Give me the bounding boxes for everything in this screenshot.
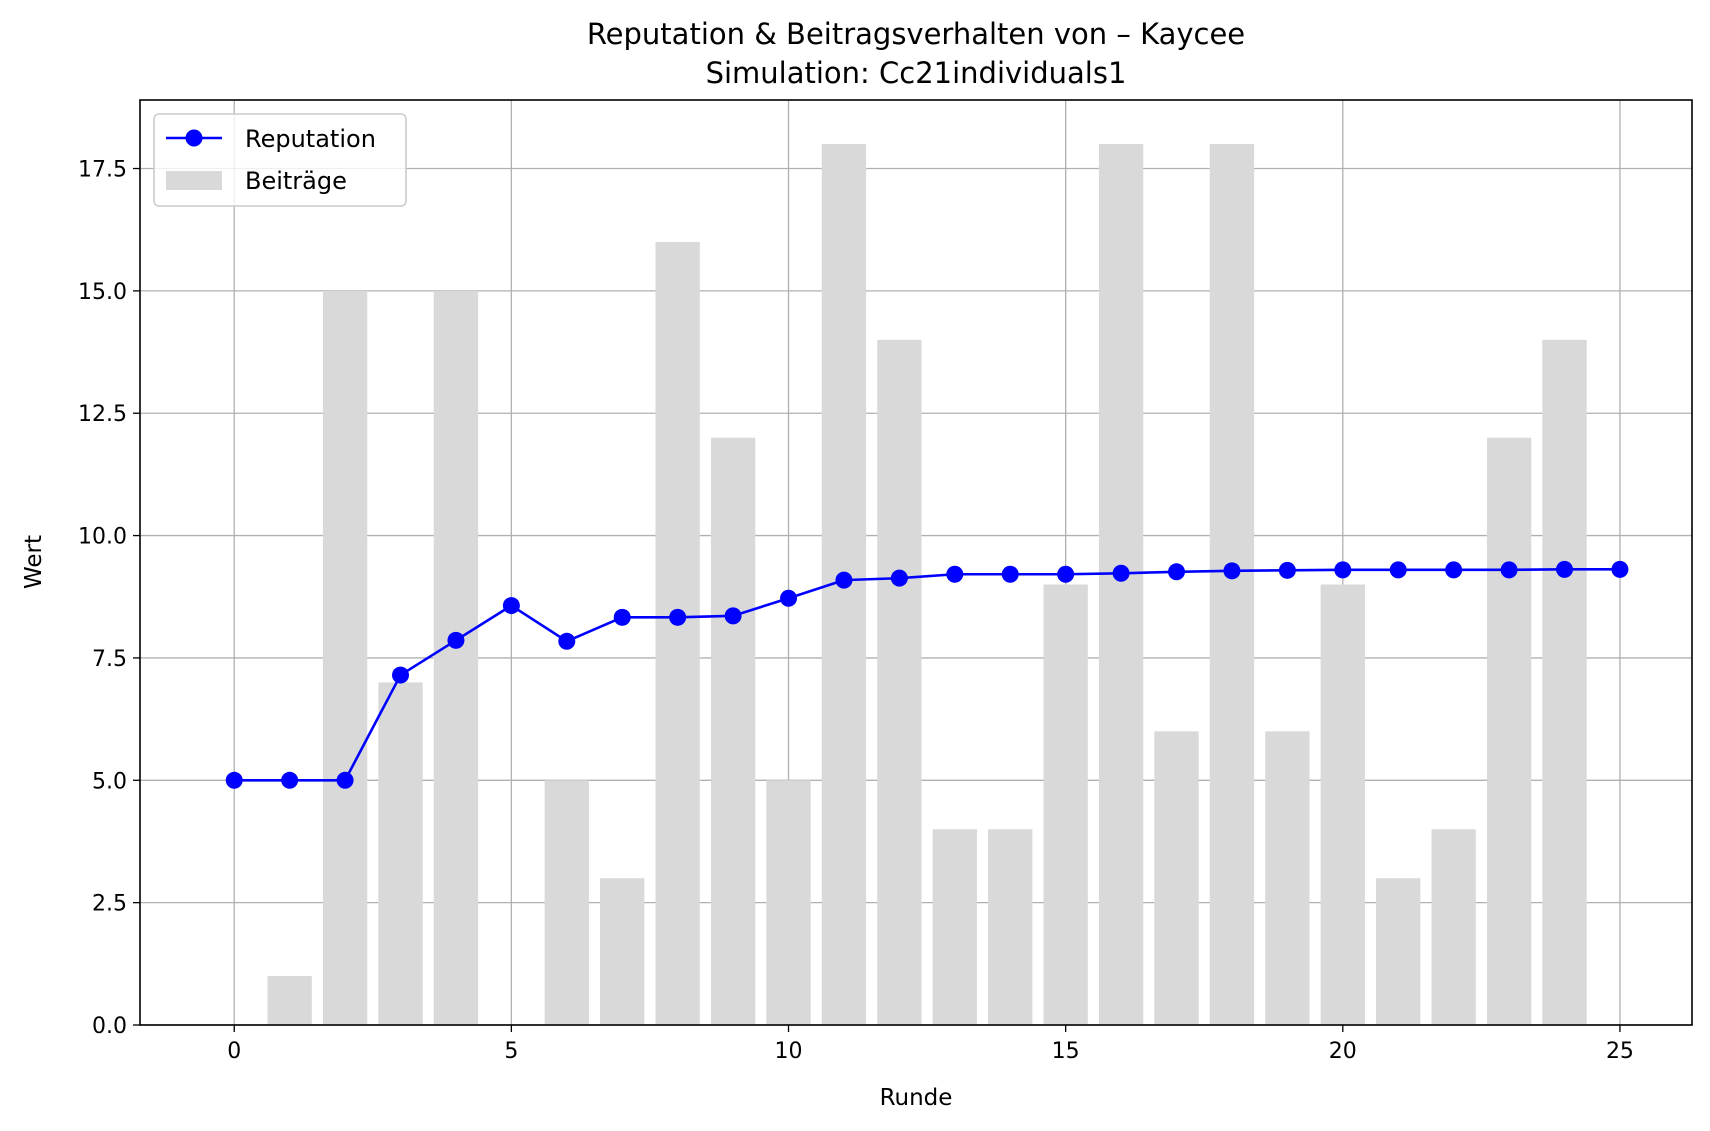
reputation-point [1445,561,1463,579]
y-tick-label: 12.5 [78,402,127,427]
bar [322,290,368,1025]
y-tick-label: 15.0 [78,280,127,305]
bar [932,829,977,1025]
legend-beitraege-label: Beiträge [245,167,347,195]
legend-beitraege-swatch [166,171,222,190]
reputation-point [780,589,798,607]
bar [877,339,922,1025]
reputation-point [890,569,908,587]
bar [1209,144,1255,1026]
bar [1542,339,1587,1025]
reputation-point [1223,562,1241,580]
y-axis-label: Wert [21,535,47,589]
bar [1154,731,1199,1025]
bar [766,780,811,1025]
y-tick-label: 0.0 [92,1014,127,1039]
bar [1376,878,1421,1025]
x-tick-label: 20 [1329,1039,1357,1064]
reputation-point [1389,561,1407,579]
bar [433,290,479,1025]
reputation-point [1112,564,1130,582]
reputation-point [724,607,742,625]
y-tick-label: 2.5 [92,892,127,917]
legend-reputation-marker [185,129,203,147]
x-tick-label: 0 [227,1039,241,1064]
reputation-point [225,771,243,789]
reputation-point [281,771,299,789]
bar [1265,731,1310,1025]
x-axis-label: Runde [880,1085,953,1111]
reputation-point [1611,560,1629,578]
reputation-series [225,560,1629,789]
reputation-point [613,608,631,626]
x-tick-label: 25 [1606,1039,1634,1064]
reputation-point [447,631,465,649]
reputation-point [669,608,687,626]
bar [988,829,1033,1025]
x-tick-label: 15 [1052,1039,1080,1064]
y-tick-label: 7.5 [92,647,127,672]
reputation-point [502,597,520,615]
axis-ticks: 0 5 10 15 20 25 0.0 2.5 5.0 7.5 10.0 12.5 15.0 17.5 [78,158,1634,1064]
bars [267,144,1587,1026]
x-tick-label: 5 [504,1039,518,1064]
reputation-point [1500,561,1518,579]
legend: Reputation Beiträge [153,113,407,207]
reputation-point [1001,565,1019,583]
plot-frame [139,99,1693,1026]
reputation-point [1057,565,1075,583]
reputation-line [234,568,1620,782]
bar [710,437,756,1025]
reputation-point [1168,563,1186,581]
bar [544,780,589,1025]
bar [600,878,645,1025]
reputation-point [1278,561,1296,579]
reputation-point [558,632,576,650]
reputation-point [392,666,410,684]
y-tick-label: 5.0 [92,769,127,794]
x-tick-label: 10 [775,1039,803,1064]
bar [267,976,312,1025]
y-tick-label: 17.5 [78,158,127,183]
reputation-point [946,565,964,583]
reputation-point [1556,560,1574,578]
reputation-point [835,571,853,589]
y-tick-label: 10.0 [78,525,127,550]
legend-reputation-label: Reputation [245,125,376,153]
chart-title: Reputation & Beitragsverhalten von – Kay… [587,17,1245,51]
bar [1431,829,1476,1025]
bar [1043,584,1088,1025]
reputation-point [1334,561,1352,579]
bar [655,241,700,1025]
bar [1098,144,1144,1026]
bar [1486,437,1532,1025]
chart-subtitle: Simulation: Cc21individuals1 [706,56,1127,90]
reputation-point [336,771,354,789]
bar [378,682,423,1025]
bar [1320,584,1365,1025]
